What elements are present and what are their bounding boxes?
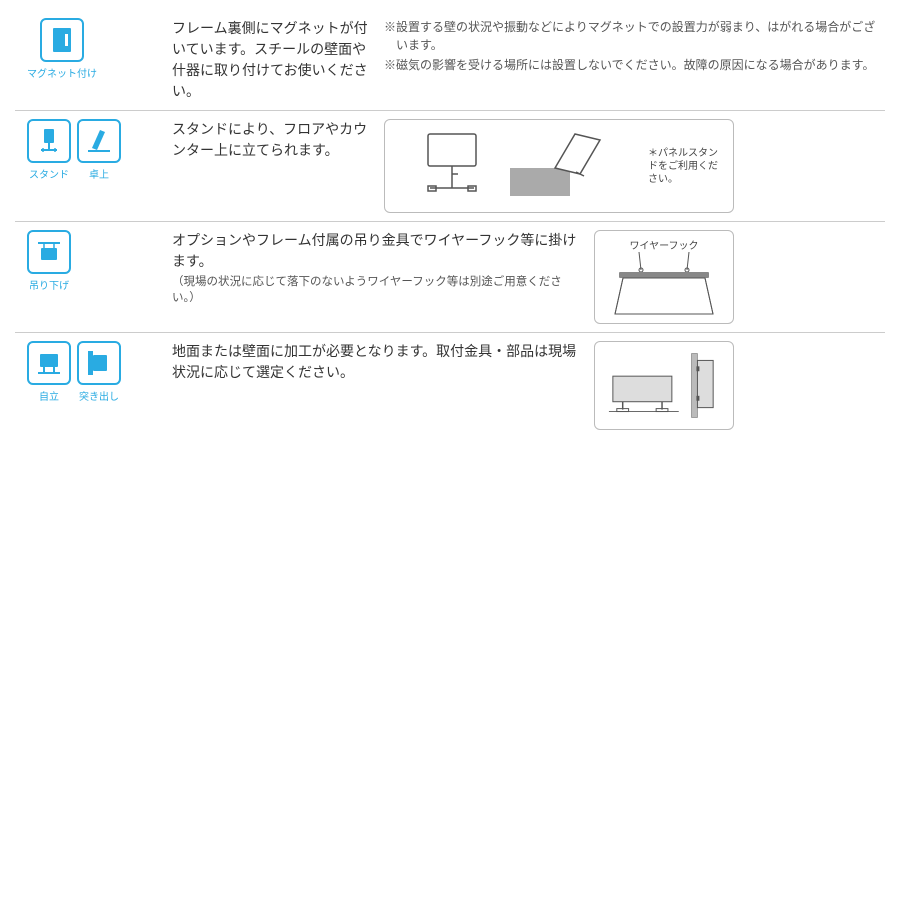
desc-freestand: 地面または壁面に加工が必要となります。取付金具・部品は現場状況に応じて選定くださ… — [172, 341, 582, 383]
row-stand: スタンド 卓上 スタンドにより、フロアやカウンター上に立てられます。 — [15, 111, 885, 222]
projecting-icon — [77, 341, 121, 385]
tabletop-icon — [77, 119, 121, 163]
icon-col: 自立 突き出し — [15, 341, 160, 403]
desc-sub: （現場の状況に応じて落下のないようワイヤーフック等は別途ご用意ください。） — [172, 274, 582, 306]
icon-label: 卓上 — [89, 166, 109, 181]
icon-label: マグネット付け — [27, 65, 97, 80]
desc-magnet: フレーム裏側にマグネットが付いています。スチールの壁面や什器に取り付けてお使いく… — [172, 18, 372, 102]
icon-label: スタンド — [29, 166, 69, 181]
icon-label: 自立 — [39, 388, 59, 403]
row-freestand: 自立 突き出し 地面または壁面に加工が必要となります。取付金具・部品は現場状況に… — [15, 333, 885, 438]
row-hanging: 吊り下げ オプションやフレーム付属の吊り金具でワイヤーフック等に掛けます。 （現… — [15, 222, 885, 333]
diagram-freestand — [594, 341, 734, 430]
icon-block-magnet: マグネット付け — [27, 18, 97, 80]
desc-hanging: オプションやフレーム付属の吊り金具でワイヤーフック等に掛けます。 （現場の状況に… — [172, 230, 582, 306]
stand-icon — [27, 119, 71, 163]
hanging-icon — [27, 230, 71, 274]
diagram-note: ＊パネルスタンドをご利用ください。 — [648, 147, 718, 186]
icon-block-freestand: 自立 — [27, 341, 71, 403]
icon-col: スタンド 卓上 — [15, 119, 160, 181]
desc-text: オプションやフレーム付属の吊り金具でワイヤーフック等に掛けます。 — [172, 230, 582, 272]
freestand-icon — [27, 341, 71, 385]
desc-stand: スタンドにより、フロアやカウンター上に立てられます。 — [172, 119, 372, 161]
note-line: ※磁気の影響を受ける場所には設置しないでください。故障の原因になる場合があります… — [384, 56, 885, 74]
diagram-stand: ＊パネルスタンドをご利用ください。 — [384, 119, 734, 213]
diagram-hanging: ワイヤーフック — [594, 230, 734, 324]
magnet-icon — [40, 18, 84, 62]
icon-col: マグネット付け — [15, 18, 160, 80]
icon-block-stand: スタンド — [27, 119, 71, 181]
icon-label: 吊り下げ — [29, 277, 69, 292]
icon-block-projecting: 突き出し — [77, 341, 121, 403]
note-line: ※設置する壁の状況や振動などによりマグネットでの設置力が弱まり、はがれる場合がご… — [384, 18, 885, 54]
icon-label: 突き出し — [79, 388, 119, 403]
row-magnet: マグネット付け フレーム裏側にマグネットが付いています。スチールの壁面や什器に取… — [15, 10, 885, 111]
notes-magnet: ※設置する壁の状況や振動などによりマグネットでの設置力が弱まり、はがれる場合がご… — [384, 18, 885, 74]
diagram-label: ワイヤーフック — [629, 237, 698, 252]
icon-col: 吊り下げ — [15, 230, 160, 292]
icon-block-hanging: 吊り下げ — [27, 230, 71, 292]
icon-block-tabletop: 卓上 — [77, 119, 121, 181]
